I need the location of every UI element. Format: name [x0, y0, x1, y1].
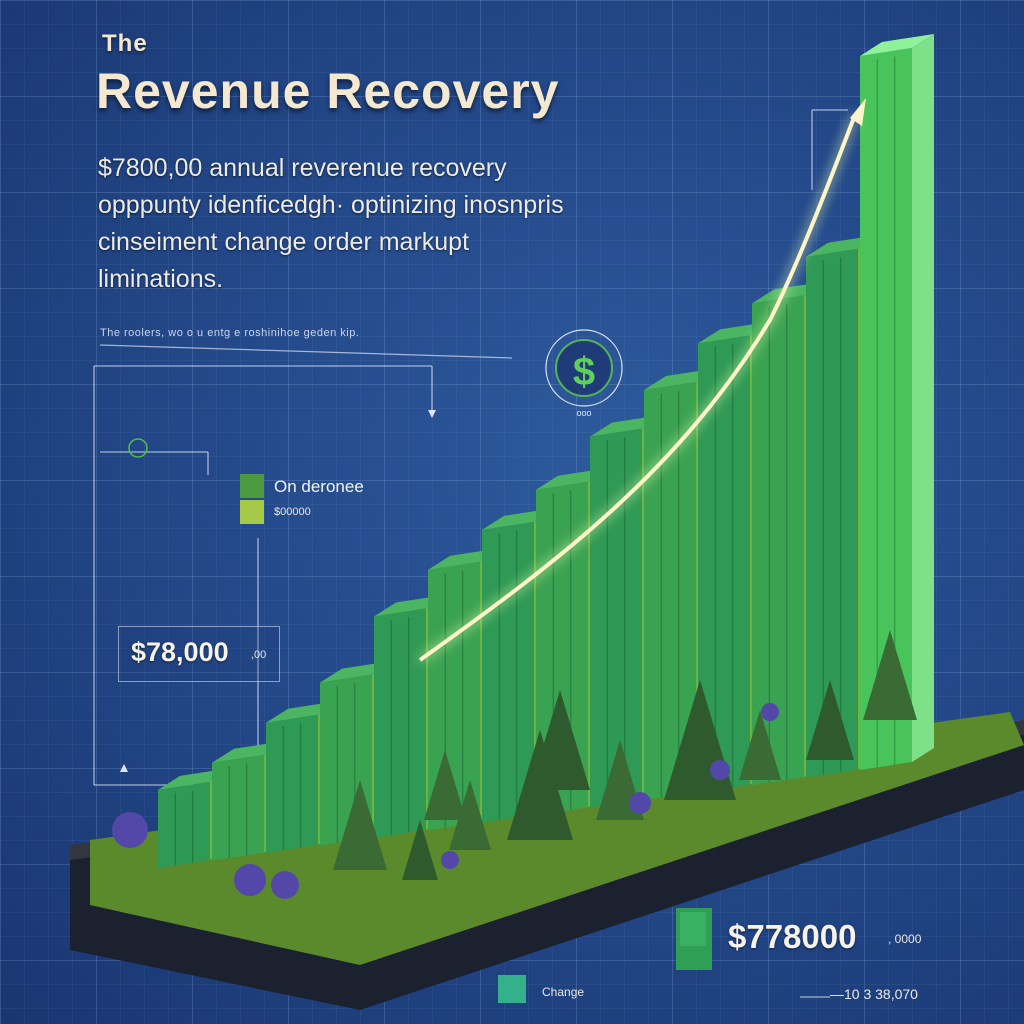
purple-bush: [761, 703, 779, 721]
pine-tree: [806, 680, 854, 760]
pine-tree: [402, 820, 438, 880]
bottom-value-callout: $778000 , 0000: [676, 908, 921, 970]
pine-tree: [449, 780, 491, 850]
bar-front: [212, 754, 264, 861]
bar-side: [912, 34, 934, 762]
legend-top-sub: $00000: [274, 506, 311, 518]
purple-bush: [629, 792, 651, 814]
purple-bush: [112, 812, 148, 848]
pine-tree: [333, 780, 387, 870]
pine-tree: [530, 690, 590, 790]
chart-pretitle: The: [102, 30, 148, 57]
bar-front: [266, 714, 318, 853]
bar-front: [590, 428, 642, 808]
chart-subtitle: $7800,00 annual reverenue recovery opppu…: [98, 154, 564, 293]
bottom-swatch-inner: [680, 912, 706, 946]
purple-bush: [271, 871, 299, 899]
bar-front: [482, 521, 534, 823]
coin-caption: ooo: [576, 408, 591, 418]
up-arrow-head: [120, 764, 128, 772]
value-callout-suffix: ,00: [251, 649, 267, 661]
legend-swatch-light: [240, 500, 264, 524]
trend-arrow-line: [418, 114, 857, 662]
purple-bush: [710, 760, 730, 780]
bar-14: [860, 34, 934, 770]
bar-front: [806, 248, 858, 778]
bar-front: [860, 48, 912, 770]
bottom-value-suffix: , 0000: [888, 932, 922, 946]
legend-top-label: On deronee: [274, 477, 364, 496]
pine-tree: [739, 710, 781, 780]
purple-bush: [441, 851, 459, 869]
value-callout: $78,000 ,00: [118, 626, 280, 682]
dollar-coin-icon: $ ooo: [545, 329, 623, 418]
down-arrow-head: [428, 410, 436, 418]
note-leader-line: [99, 344, 513, 359]
tree-group: [112, 630, 917, 899]
legend-bottom-label: Change: [542, 985, 585, 999]
target-marker: [128, 438, 148, 458]
chart-note: The roolers, wo o u entg e roshinihoe ge…: [100, 327, 360, 339]
bar-front: [698, 335, 750, 793]
trend-arrow-head: [850, 98, 866, 126]
bar-front: [644, 382, 696, 801]
axis-note: —10 3 38,070: [830, 986, 918, 1002]
chart-title: Revenue Recovery: [96, 63, 560, 119]
bar-front: [374, 608, 426, 838]
bar-front: [158, 781, 210, 868]
dollar-glyph: $: [573, 350, 595, 394]
bar-front: [428, 561, 480, 831]
bar-front: [752, 295, 804, 786]
purple-bush: [234, 864, 266, 896]
bottom-value-text: $778000: [728, 918, 857, 955]
value-callout-text: $78,000: [131, 637, 229, 667]
legend-swatch-dark: [240, 474, 264, 498]
pine-tree: [424, 750, 466, 820]
legend-bottom-swatch: [498, 975, 526, 1003]
bar-cap: [860, 34, 934, 56]
bar-series: [158, 34, 934, 868]
pine-tree: [863, 630, 917, 720]
